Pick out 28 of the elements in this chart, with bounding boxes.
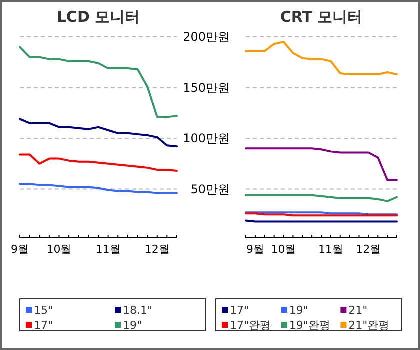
line-series [19,154,178,172]
line-series [19,118,178,148]
legend-label: 18.1" [123,304,153,317]
line-series [19,46,178,118]
legend-label: 19" [123,319,142,332]
chart-title: CRT 모니터 [280,8,363,26]
legend-label: 17" [230,304,250,317]
x-tick-label: 9월 [246,243,264,256]
y-tick-label: 100만원 [183,132,230,146]
legend-label: 21"완평 [348,319,390,332]
y-tick-label: 150만원 [183,80,230,95]
y-tick-label: 200만원 [183,30,230,44]
line-series [19,183,178,194]
legend-label: 17" [34,319,54,332]
x-tick-label: 10월 [271,243,296,256]
legend-label: 17"완평 [230,319,272,332]
x-tick-label: 9월 [11,243,29,256]
chart-title: LCD 모니터 [56,8,140,26]
x-tick-label: 11월 [96,243,121,256]
legend-label: 15" [34,304,54,317]
legend-label: 21" [348,304,368,317]
legend-label: 19" [289,304,308,317]
x-tick-label: 12월 [144,243,170,256]
x-tick-label: 12월 [356,243,382,256]
y-tick-label: 50만원 [190,182,230,196]
x-tick-label: 11월 [318,243,344,256]
legend-label: 19"완평 [289,319,330,332]
x-tick-label: 10월 [46,243,72,256]
